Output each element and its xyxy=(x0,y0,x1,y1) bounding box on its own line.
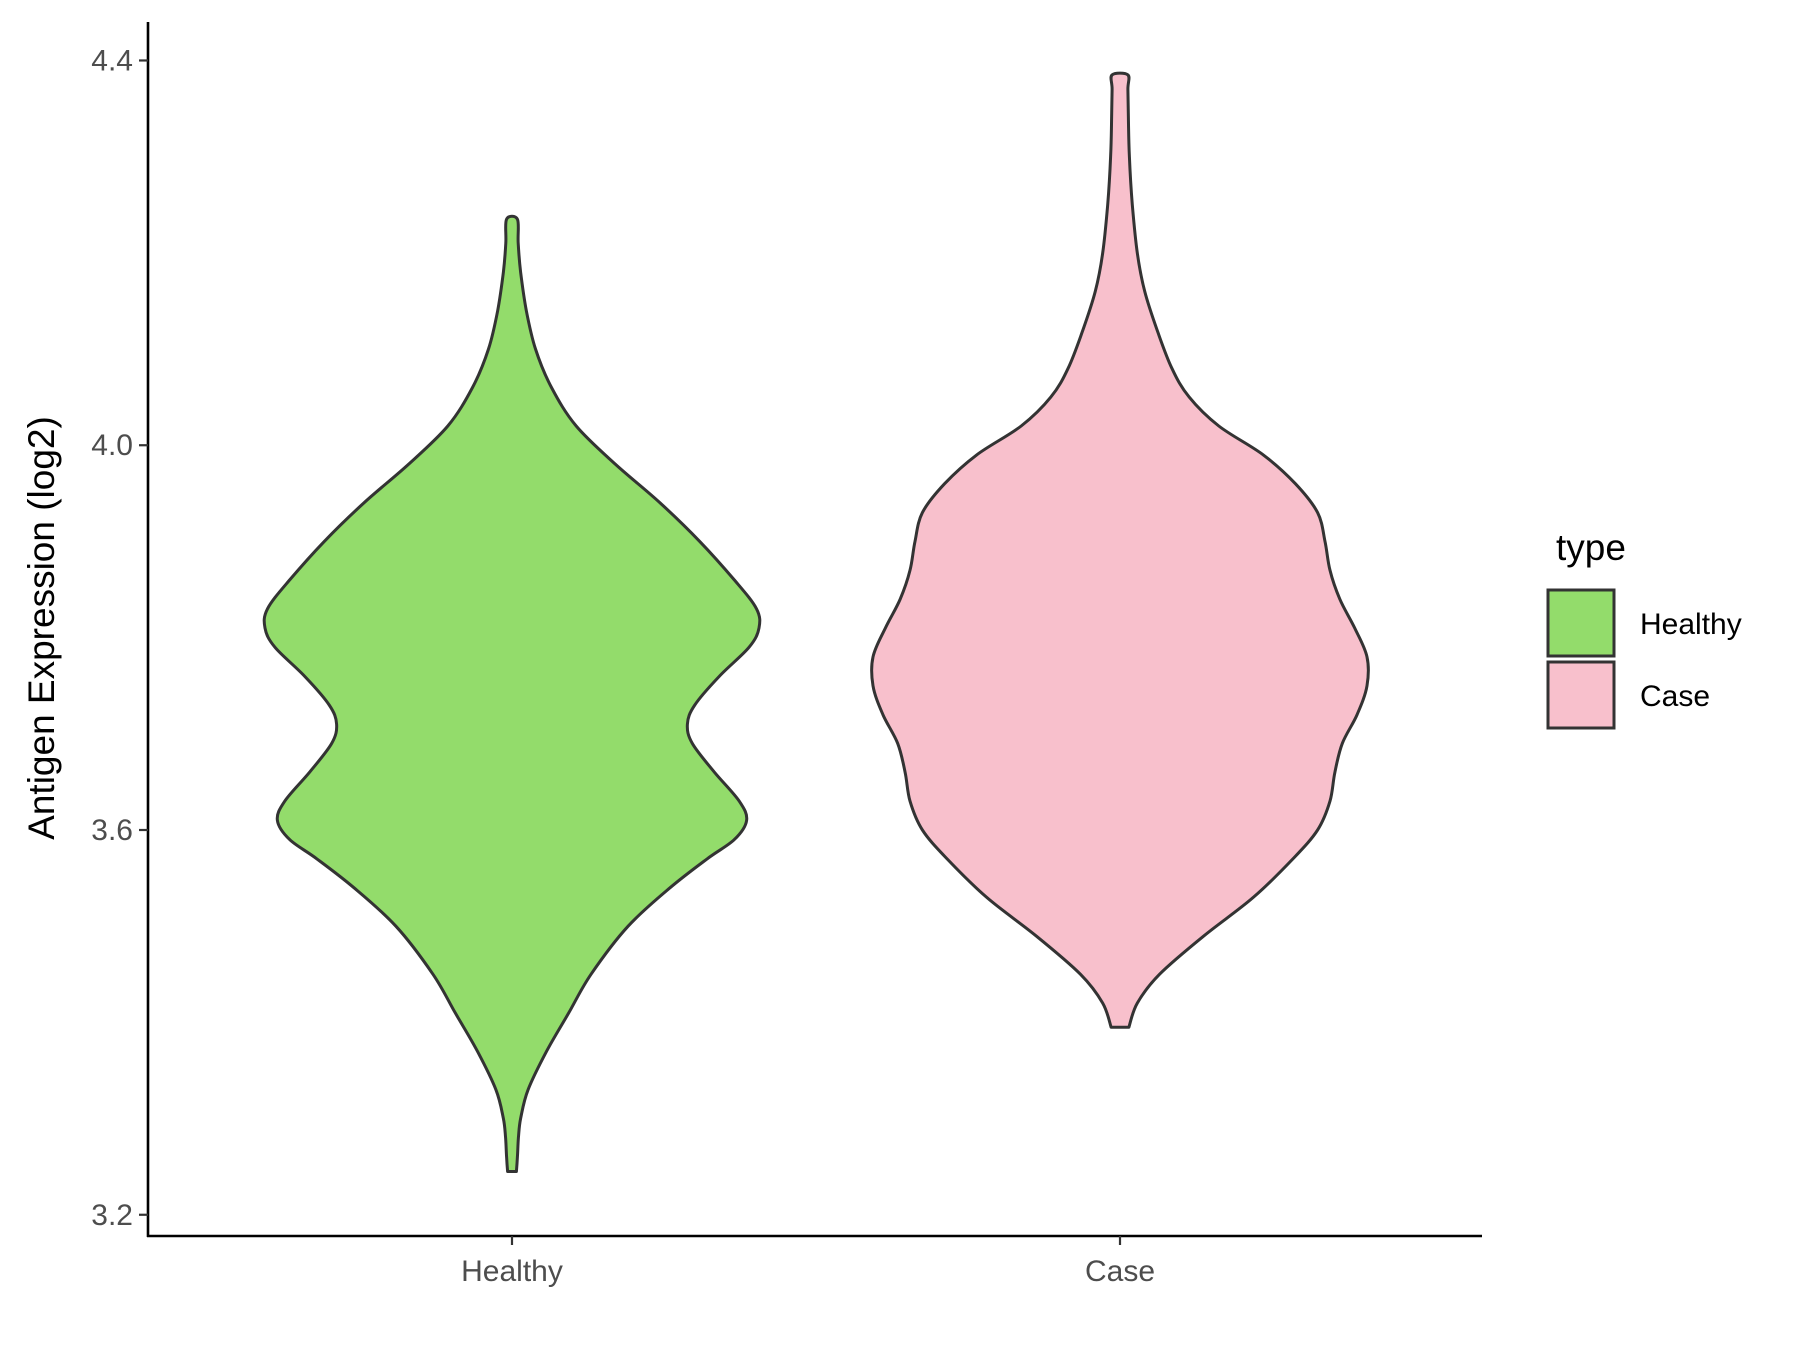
legend: type Healthy Case xyxy=(1546,527,1742,730)
x-tick-label: Healthy xyxy=(461,1255,563,1288)
y-tick-label: 4.0 xyxy=(91,429,133,462)
y-axis-title: Antigen Expression (log2) xyxy=(21,416,62,840)
legend-label-case: Case xyxy=(1640,680,1710,713)
legend-key-healthy xyxy=(1546,588,1616,658)
legend-title: type xyxy=(1556,527,1626,568)
violin-layer xyxy=(262,71,1370,1173)
y-tick-label: 3.6 xyxy=(91,814,133,847)
x-tick-label: Case xyxy=(1085,1255,1155,1288)
legend-label-healthy: Healthy xyxy=(1640,608,1742,641)
violin-case xyxy=(870,71,1370,1029)
legend-key-case xyxy=(1546,660,1616,730)
y-tick-label: 3.2 xyxy=(91,1199,133,1232)
x-axis: Healthy Case xyxy=(147,1234,1482,1288)
y-tick-label: 4.4 xyxy=(91,44,133,77)
y-axis: 3.2 3.6 4.0 4.4 xyxy=(91,22,150,1237)
violin-healthy xyxy=(262,214,762,1173)
